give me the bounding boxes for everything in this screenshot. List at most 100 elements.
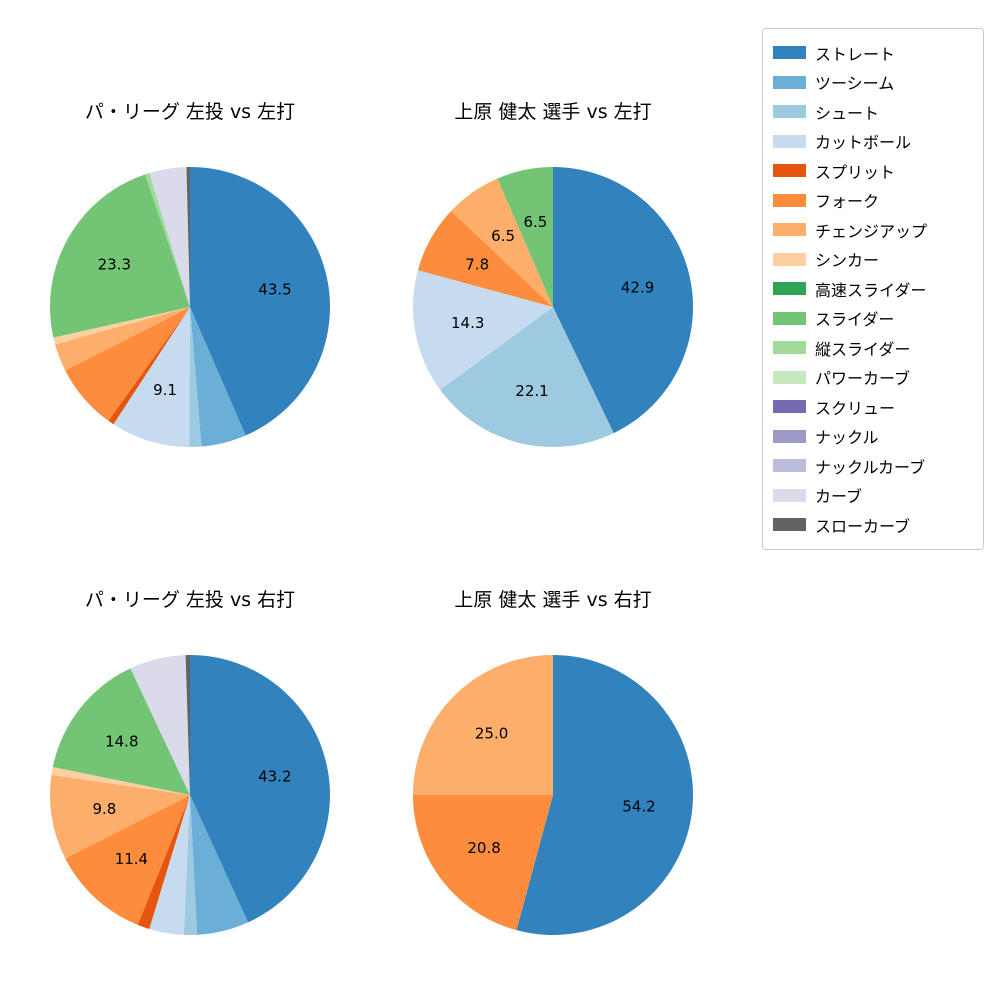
pie-slice (149, 167, 190, 307)
pie-percentage-label: 20.8 (467, 839, 500, 857)
legend-label: 高速スライダー (815, 280, 927, 300)
pie-chart: 54.2 20.8 25.0 (413, 655, 694, 935)
legend-item: 高速スライダー (763, 274, 983, 304)
legend-label: スプリット (815, 162, 896, 182)
legend-item: スプリット (763, 156, 983, 186)
legend-item: シンカー (763, 245, 983, 275)
pie-slice (440, 307, 614, 448)
legend-color-swatch (773, 282, 806, 296)
legend-item: スクリュー (763, 392, 983, 422)
legend-label: パワーカーブ (815, 369, 911, 389)
legend-label: カットボール (815, 133, 912, 153)
pie-slice (51, 767, 191, 795)
pie-slice (451, 178, 553, 307)
pie-slice (516, 655, 694, 935)
pie-percentage-label: 6.5 (523, 213, 547, 231)
pie-slice (55, 307, 190, 371)
legend-label: スライダー (815, 310, 895, 330)
legend-item: スライダー (763, 304, 983, 334)
chart-title: パ・リーグ 左投 vs 右打 (84, 589, 296, 611)
chart-title: パ・リーグ 左投 vs 左打 (84, 101, 296, 123)
legend-color-swatch (773, 164, 806, 178)
legend-item: スローカーブ (763, 510, 983, 540)
legend-color-swatch (773, 105, 806, 119)
pie-slice (413, 795, 553, 931)
pie-percentage-label: 9.1 (153, 381, 177, 399)
legend-item: パワーカーブ (763, 363, 983, 393)
pie-slice (149, 795, 190, 935)
legend-item: カーブ (763, 481, 983, 511)
legend-item: ストレート (763, 38, 983, 68)
pie-slice (186, 166, 190, 307)
legend-item: ナックルカーブ (763, 451, 983, 481)
legend-item: カットボール (763, 127, 983, 157)
legend-item: フォーク (763, 186, 983, 216)
legend-color-swatch (773, 193, 806, 207)
chart-title: 上原 健太 選手 vs 左打 (454, 101, 652, 123)
pie-slice (413, 655, 553, 795)
pie-percentage-label: 43.2 (258, 768, 291, 786)
pie-slice (65, 795, 190, 925)
pie-slice (190, 167, 331, 436)
legend-label: ナックルカーブ (815, 457, 926, 477)
legend-color-swatch (773, 488, 806, 502)
legend-label: ナックル (815, 428, 879, 448)
legend-color-swatch (773, 223, 806, 237)
legend-color-swatch (773, 429, 806, 443)
legend-label: シュート (815, 103, 880, 123)
legend-color-swatch (773, 370, 806, 384)
pie-slice (130, 655, 190, 795)
pie-slice (137, 795, 190, 929)
pie-percentage-label: 9.8 (92, 800, 116, 818)
legend-item: チェンジアップ (763, 215, 983, 245)
legend-color-swatch (773, 46, 806, 60)
pie-percentage-label: 14.8 (105, 732, 138, 750)
pie-percentage-label: 6.5 (491, 227, 515, 245)
legend-item: ツーシーム (763, 68, 983, 98)
legend-label: 縦スライダー (815, 339, 911, 359)
pie-slice (50, 774, 190, 859)
pie-slice (53, 307, 191, 345)
pie-slice (185, 655, 190, 795)
legend-color-swatch (773, 134, 806, 148)
pie-slice (189, 307, 202, 448)
pie-percentage-label: 7.8 (465, 256, 489, 274)
pie-chart: 43.2 11.4 9.8 14.8 (50, 655, 330, 935)
legend-color-swatch (773, 400, 806, 414)
legend-label: シンカー (815, 251, 880, 271)
pie-slice (412, 270, 553, 390)
legend-item: ナックル (763, 422, 983, 452)
pie-percentage-label: 22.1 (515, 382, 548, 400)
pie-slice (497, 167, 553, 307)
legend-label: スクリュー (815, 398, 896, 418)
pie-slice (183, 795, 198, 935)
pie-slice (553, 167, 694, 434)
chart-top-right: 上原 健太 選手 vs 左打 42.9 22.1 14.3 7.8 6.5 6.5 (373, 97, 733, 487)
chart-bottom-left: パ・リーグ 左投 vs 右打 43.2 11.4 9.8 14.8 (10, 585, 370, 975)
legend-color-swatch (773, 459, 806, 473)
pie-slice (145, 173, 190, 307)
pie-slice (190, 655, 330, 923)
chart-top-left: パ・リーグ 左投 vs 左打 43.5 9.1 23.3 (10, 97, 370, 487)
pie-percentage-label: 14.3 (451, 314, 484, 332)
legend-color-swatch (773, 311, 806, 325)
legend-item: シュート (763, 97, 983, 127)
pie-slice (49, 174, 190, 338)
pie-slice (113, 307, 190, 447)
pie-percentage-label: 43.5 (258, 280, 291, 298)
pie-percentage-label: 54.2 (622, 797, 655, 815)
pie-percentage-label: 11.4 (115, 850, 148, 868)
legend-color-swatch (773, 75, 806, 89)
chart-bottom-right: 上原 健太 選手 vs 右打 54.2 20.8 25.0 (373, 585, 733, 975)
legend-color-swatch (773, 341, 806, 355)
legend-label: カーブ (815, 487, 863, 507)
pie-percentage-label: 42.9 (621, 279, 654, 297)
pie-slice (190, 307, 246, 447)
pie-chart: 42.922.114.37.86.56.5 (412, 167, 694, 448)
legend-label: ストレート (815, 44, 896, 64)
legend-label: チェンジアップ (815, 221, 928, 241)
legend-color-swatch (773, 252, 806, 266)
pie-slice (52, 668, 190, 795)
legend-color-swatch (773, 518, 806, 532)
